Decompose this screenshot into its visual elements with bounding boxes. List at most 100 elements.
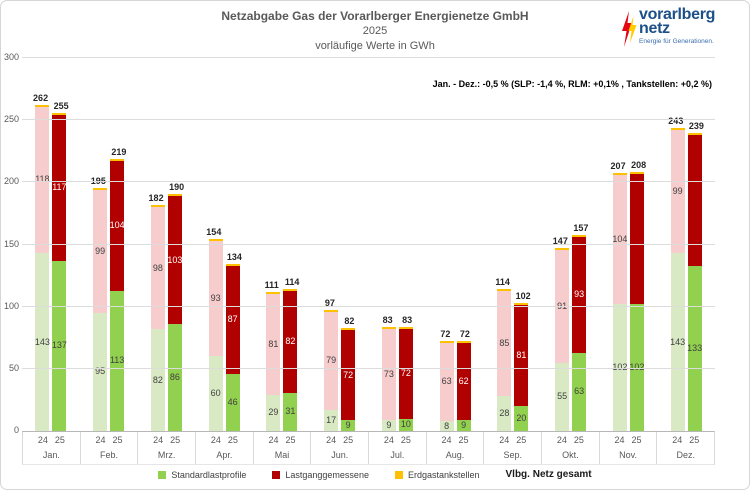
bar-segment-tank (555, 247, 570, 250)
chart-title-block: Netzabgabe Gas der Vorarlberger Energien… (1, 9, 749, 54)
legend-label: Standardlastprofile (171, 469, 247, 480)
bar-segment-tank (398, 327, 413, 330)
bar-segment-slp: 29 (266, 394, 281, 431)
logo-text: vorarlberg netz Energie für Generationen… (639, 7, 715, 46)
bar-segment-rlm: 93 (572, 237, 587, 353)
bar-segment-rlm: 104 (612, 174, 627, 305)
x-axis-cell-Aug: 24 25 Aug. (425, 432, 484, 464)
y-tick-label: 50 (8, 362, 19, 373)
segment-value-label: 73 (383, 368, 394, 379)
segment-value-label: 31 (285, 406, 296, 417)
bar-segment-tank (93, 187, 108, 190)
bar-segment-rlm: 72 (398, 329, 413, 419)
stacked-bar-24: 73 9 83 (381, 315, 396, 431)
bar-segment-rlm: 93 (208, 240, 223, 357)
month-tick-label: Dez. (676, 450, 695, 460)
bar-segment-rlm: 81 (514, 305, 529, 407)
legend-label: Erdgastankstellen (407, 469, 480, 480)
x-axis-cell-Mrz: 24 25 Mrz. (137, 432, 195, 464)
bar-segment-slp: 82 (150, 329, 165, 431)
segment-value-label: 103 (167, 254, 183, 265)
year-tick-label: 24 (383, 435, 394, 445)
total-value-label: 195 (91, 176, 106, 186)
stacked-bar-24: 98 82 182 (149, 193, 165, 431)
bar-segment-rlm: 87 (225, 265, 240, 374)
segment-value-label: 60 (210, 388, 221, 399)
month-group-Nov: 104 102 207 102 208 (600, 58, 658, 431)
month-tick-label: Feb. (100, 450, 119, 460)
total-value-label: 243 (668, 116, 684, 127)
company-logo: vorarlberg netz Energie für Generationen… (621, 7, 739, 47)
year-labels: 24 25 (600, 435, 657, 445)
total-value-label: 190 (169, 182, 185, 193)
x-axis-cell-Apr: 24 25 Apr. (195, 432, 253, 464)
bar-segment-slp: 9 (381, 419, 396, 431)
chart-subtitle-year: 2025 (362, 25, 388, 37)
legend-total-label: Vlbg. Netz gesamt (505, 469, 592, 480)
total-value-label: 111 (264, 280, 279, 291)
total-value-label: 147 (552, 235, 568, 246)
legend-label: Lastganggemessene (285, 469, 369, 480)
segment-value-label: 113 (109, 355, 125, 366)
total-value-label: 102 (515, 291, 531, 302)
bar-segment-slp: 10 (398, 418, 413, 431)
segment-value-label: 63 (441, 376, 452, 387)
y-tick-label: 0 (13, 425, 19, 435)
year-tick-label: 25 (285, 435, 296, 445)
stacked-bar-25: 81 20 102 (514, 291, 531, 431)
gridline (22, 243, 715, 245)
total-value-label: 262 (33, 92, 49, 103)
segment-value-label: 17 (326, 414, 337, 425)
segment-value-label: 95 (95, 366, 106, 377)
bar-segment-rlm: 103 (167, 196, 183, 325)
bar-segment-slp: 55 (555, 362, 570, 431)
gridline (22, 181, 715, 183)
bar-segment-slp: 95 (93, 312, 108, 431)
segment-value-label: 87 (227, 314, 238, 325)
y-tick-label: 300 (3, 52, 19, 62)
total-value-label: 83 (382, 315, 393, 326)
segment-value-label: 9 (461, 419, 467, 430)
period-change-annotation: Jan. - Dez.: -0,5 % (SLP: -1,4 %, RLM: +… (432, 79, 712, 89)
bar-segment-slp: 8 (439, 421, 454, 431)
stacked-bar-24: 85 28 114 (495, 277, 512, 431)
segment-value-label: 29 (268, 407, 279, 418)
legend-item-erdgastankstellen: Erdgastankstellen (394, 469, 480, 480)
bar-segment-slp: 102 (629, 304, 644, 431)
bar-segment-tank (456, 340, 471, 343)
bar-segment-rlm (687, 135, 702, 266)
segment-value-label: 143 (670, 336, 686, 347)
segment-value-label: 10 (400, 419, 411, 430)
total-value-label: 154 (206, 226, 222, 237)
bar-segment-tank (52, 113, 67, 116)
y-tick-label: 200 (3, 176, 19, 187)
total-value-label: 255 (53, 101, 69, 112)
gridline (22, 305, 715, 307)
month-group-Jul: 73 9 83 72 10 83 (369, 58, 427, 431)
chart-title: Netzabgabe Gas der Vorarlberger Energien… (221, 9, 529, 23)
segment-value-label: 118 (35, 174, 50, 185)
bar-segment-rlm: 63 (439, 342, 454, 422)
month-tick-label: Mrz. (157, 450, 176, 460)
year-tick-label: 24 (441, 435, 452, 445)
month-group-Jan: 118 143 262 117 137 255 (22, 58, 80, 431)
x-axis-cell-Jan: 24 25 Jan. (22, 432, 80, 464)
month-group-Aug: 63 8 72 62 9 72 (426, 58, 484, 431)
stacked-bar-24: 93 60 154 (206, 227, 223, 431)
bar-segment-rlm: 85 (497, 290, 512, 397)
year-tick-label: 25 (516, 435, 527, 445)
year-labels: 24 25 (311, 435, 368, 445)
year-tick-label: 24 (153, 435, 164, 445)
year-labels: 24 25 (427, 435, 484, 445)
logo-tagline: Energie für Generationen. (639, 38, 714, 45)
bar-segment-tank (687, 133, 702, 136)
y-tick-label: 250 (3, 114, 19, 125)
legend-swatch-yellow-icon (394, 470, 403, 479)
logo-line-2: netz (639, 20, 670, 37)
bar-segment-rlm: 99 (93, 189, 108, 313)
segment-value-label: 28 (499, 408, 510, 419)
segment-value-label: 99 (672, 186, 683, 197)
bar-segment-tank (612, 172, 627, 175)
segment-value-label: 104 (109, 220, 125, 231)
